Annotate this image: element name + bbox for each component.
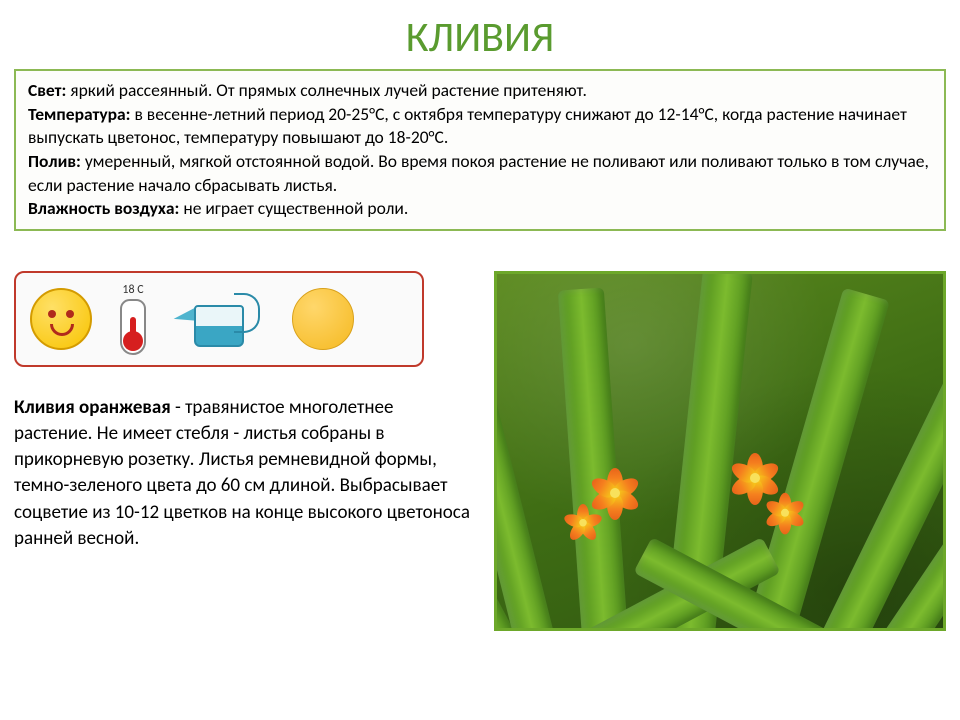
sun-icon <box>292 288 354 350</box>
care-water-text: умеренный, мягкой отстоянной водой. Во в… <box>28 150 929 196</box>
care-instructions-box: Свет: яркий рассеянный. От прямых солнеч… <box>14 69 946 231</box>
care-temperature: Температура: в весенне-летний период 20-… <box>28 103 932 150</box>
flower-icon <box>763 489 808 534</box>
flower-icon <box>562 501 604 543</box>
care-water-label: Полив: <box>28 150 81 172</box>
care-humid-text: не играет существенной роли. <box>179 197 408 219</box>
care-humidity: Влажность воздуха: не играет существенно… <box>28 197 932 221</box>
thermometer-icon: 18 С <box>120 283 146 355</box>
plant-photo <box>494 271 946 631</box>
care-temp-text: в весенне-летний период 20-25°С, с октяб… <box>28 103 907 149</box>
plant-description: Кливия оранжевая - травянистое многолетн… <box>14 395 474 552</box>
care-watering: Полив: умеренный, мягкой отстоянной водо… <box>28 150 932 197</box>
care-icon-panel: 18 С <box>14 271 424 367</box>
thermometer-label: 18 С <box>122 283 143 297</box>
watering-can-icon <box>174 291 264 347</box>
page-title: КЛИВИЯ <box>0 0 960 69</box>
care-light-text: яркий рассеянный. От прямых солнечных лу… <box>66 79 587 101</box>
care-temp-label: Температура: <box>28 103 131 125</box>
care-light-label: Свет: <box>28 79 66 101</box>
care-humid-label: Влажность воздуха: <box>28 197 179 219</box>
care-light: Свет: яркий рассеянный. От прямых солнеч… <box>28 79 932 103</box>
smiley-icon <box>30 288 92 350</box>
species-name: Кливия оранжевая <box>14 396 171 419</box>
